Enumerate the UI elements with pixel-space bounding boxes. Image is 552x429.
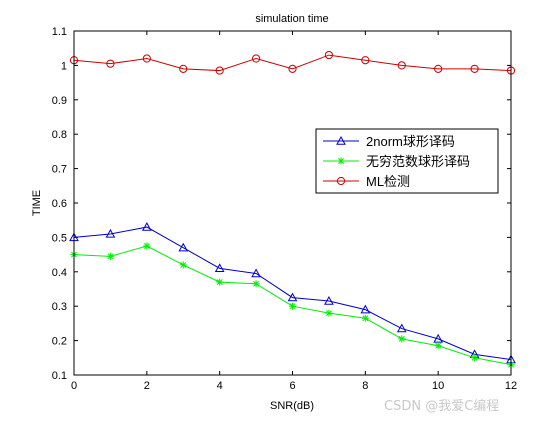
- legend-marker: [336, 176, 346, 186]
- data-point: [215, 66, 224, 75]
- star-stroke: [107, 253, 114, 260]
- data-point: [105, 228, 116, 238]
- data-point: [288, 64, 297, 73]
- star-stroke: [325, 310, 332, 317]
- data-point: [288, 302, 297, 310]
- legend-marker: [337, 157, 345, 165]
- data-point: [434, 64, 443, 73]
- x-tick-label: 4: [217, 380, 223, 392]
- data-point: [106, 252, 115, 260]
- star-stroke: [471, 354, 478, 361]
- data-point: [216, 278, 224, 286]
- y-axis-label: TIME: [31, 190, 43, 216]
- legend-label: 2norm球形译码: [366, 134, 455, 149]
- data-point: [397, 61, 406, 70]
- data-point: [470, 64, 479, 73]
- series-triangle: [69, 222, 516, 364]
- series-line: [73, 226, 512, 361]
- x-tick-label: 12: [505, 380, 517, 392]
- legend-label: ML检测: [366, 174, 410, 189]
- x-axis-label: SNR(dB): [270, 400, 314, 412]
- star-stroke: [180, 261, 187, 268]
- y-tick-label: 1.1: [52, 26, 67, 38]
- plot-frame: [73, 30, 512, 376]
- data-point: [398, 335, 406, 343]
- plot-area: [74, 31, 511, 375]
- data-point: [396, 323, 407, 333]
- data-point: [142, 54, 151, 63]
- data-point: [179, 261, 187, 269]
- y-tick-label: 1: [61, 60, 67, 72]
- star-stroke: [216, 279, 223, 286]
- watermark: CSDN @我爱C编程: [384, 399, 500, 414]
- x-tick-label: 0: [71, 380, 77, 392]
- star-stroke: [435, 342, 442, 349]
- data-point: [287, 292, 298, 302]
- data-point: [178, 242, 189, 252]
- legend-marker: [336, 135, 346, 145]
- legend-label: 无穷范数球形译码: [366, 154, 470, 169]
- x-tick-label: 8: [362, 380, 368, 392]
- data-point: [106, 59, 115, 68]
- data-point: [361, 56, 370, 65]
- data-point: [143, 242, 151, 250]
- series-circle: [69, 50, 516, 75]
- data-point: [360, 304, 371, 314]
- data-point: [252, 280, 260, 288]
- star-stroke: [338, 158, 344, 164]
- data-point: [324, 296, 334, 305]
- star-stroke: [362, 315, 369, 322]
- series-line: [73, 54, 512, 72]
- star-stroke: [398, 335, 405, 342]
- y-tick-label: 0.3: [52, 301, 67, 313]
- data-point: [214, 263, 225, 273]
- chart-title: simulation time: [255, 13, 328, 25]
- x-tick-label: 10: [432, 380, 444, 392]
- y-tick-label: 0.6: [52, 198, 67, 210]
- legend-entry: 无穷范数球形译码: [323, 154, 470, 169]
- data-point: [251, 268, 261, 278]
- data-point: [433, 333, 444, 343]
- star-stroke: [253, 280, 260, 287]
- data-point: [361, 314, 369, 322]
- data-point: [470, 354, 479, 362]
- y-tick-label: 0.2: [52, 336, 67, 348]
- star-stroke: [143, 243, 150, 249]
- data-point: [179, 64, 188, 73]
- data-point: [325, 309, 333, 317]
- axis-ticks: 0 2 4 6 8 10 12 0.1 0.2 0.3 0.4 0.5 0.6 0.7 0.8 0.9 1 1.1: [52, 26, 517, 392]
- x-tick-label: 2: [144, 380, 150, 392]
- star-stroke: [289, 303, 296, 310]
- y-tick-label: 0.9: [52, 95, 67, 107]
- y-tick-label: 0.8: [52, 129, 67, 141]
- legend-entry: ML检测: [323, 174, 410, 189]
- y-tick-label: 0.1: [52, 370, 67, 382]
- y-tick-label: 0.4: [52, 267, 67, 279]
- legend-entry: 2norm球形译码: [323, 134, 455, 149]
- y-tick-label: 0.5: [52, 232, 67, 244]
- data-point: [141, 222, 152, 231]
- data-point: [434, 342, 442, 350]
- x-tick-label: 6: [289, 380, 295, 392]
- data-point: [251, 54, 261, 63]
- data-point: [324, 50, 334, 60]
- y-tick-label: 0.7: [52, 164, 67, 176]
